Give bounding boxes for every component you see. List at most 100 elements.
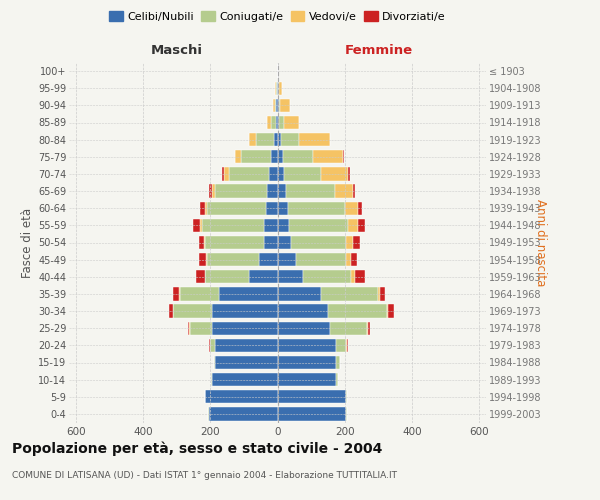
Bar — [343, 150, 344, 164]
Bar — [212, 322, 277, 335]
Bar — [277, 184, 286, 198]
Text: Femmine: Femmine — [344, 44, 412, 58]
Bar — [277, 116, 279, 129]
Bar — [209, 184, 212, 198]
Bar — [283, 150, 313, 164]
Bar — [207, 253, 259, 266]
Bar — [329, 133, 330, 146]
Bar — [276, 116, 277, 129]
Bar — [291, 236, 346, 249]
Bar — [264, 236, 277, 249]
Bar — [277, 322, 329, 335]
Bar — [179, 287, 180, 300]
Bar — [346, 338, 347, 352]
Bar — [277, 338, 337, 352]
Bar — [276, 82, 277, 95]
Bar — [277, 82, 278, 95]
Bar — [277, 287, 321, 300]
Bar — [277, 167, 284, 180]
Bar — [173, 287, 179, 300]
Bar — [329, 322, 367, 335]
Bar — [215, 184, 268, 198]
Bar — [347, 338, 348, 352]
Bar — [348, 167, 350, 180]
Bar — [196, 270, 205, 283]
Bar — [275, 98, 277, 112]
Bar — [249, 270, 277, 283]
Bar — [337, 373, 338, 386]
Bar — [367, 322, 368, 335]
Bar — [205, 270, 249, 283]
Bar — [249, 133, 256, 146]
Bar — [211, 373, 212, 386]
Bar — [271, 116, 276, 129]
Bar — [279, 82, 282, 95]
Bar — [348, 218, 358, 232]
Bar — [224, 167, 229, 180]
Bar — [346, 253, 352, 266]
Bar — [368, 322, 370, 335]
Bar — [229, 167, 269, 180]
Bar — [296, 253, 346, 266]
Bar — [277, 150, 283, 164]
Bar — [169, 304, 173, 318]
Bar — [277, 64, 278, 78]
Bar — [222, 167, 224, 180]
Bar — [193, 218, 200, 232]
Bar — [212, 304, 277, 318]
Bar — [268, 116, 271, 129]
Bar — [190, 322, 212, 335]
Bar — [271, 150, 277, 164]
Bar — [235, 150, 241, 164]
Bar — [241, 150, 271, 164]
Bar — [277, 236, 291, 249]
Bar — [212, 373, 277, 386]
Bar — [275, 82, 276, 95]
Bar — [337, 338, 346, 352]
Bar — [209, 338, 210, 352]
Bar — [200, 218, 202, 232]
Bar — [277, 304, 328, 318]
Bar — [180, 287, 218, 300]
Bar — [337, 356, 340, 369]
Bar — [259, 253, 277, 266]
Bar — [387, 304, 388, 318]
Bar — [353, 184, 355, 198]
Bar — [273, 98, 275, 112]
Bar — [209, 407, 277, 420]
Bar — [278, 98, 280, 112]
Bar — [352, 270, 355, 283]
Bar — [345, 202, 358, 215]
Bar — [328, 304, 387, 318]
Bar — [278, 82, 279, 95]
Bar — [299, 133, 329, 146]
Bar — [199, 253, 206, 266]
Text: COMUNE DI LATISANA (UD) - Dati ISTAT 1° gennaio 2004 - Elaborazione TUTTITALIA.I: COMUNE DI LATISANA (UD) - Dati ISTAT 1° … — [12, 470, 397, 480]
Bar — [214, 356, 215, 369]
Bar — [202, 218, 264, 232]
Bar — [277, 98, 278, 112]
Bar — [277, 356, 337, 369]
Bar — [277, 373, 337, 386]
Bar — [287, 202, 345, 215]
Bar — [379, 287, 380, 300]
Bar — [277, 218, 289, 232]
Bar — [358, 218, 365, 232]
Bar — [355, 270, 365, 283]
Bar — [256, 133, 274, 146]
Bar — [303, 270, 352, 283]
Bar — [280, 98, 290, 112]
Bar — [335, 184, 353, 198]
Bar — [352, 253, 356, 266]
Y-axis label: Anni di nascita: Anni di nascita — [534, 199, 547, 286]
Bar — [204, 236, 205, 249]
Bar — [281, 133, 299, 146]
Bar — [277, 390, 346, 404]
Bar — [313, 150, 343, 164]
Bar — [346, 236, 353, 249]
Bar — [215, 356, 277, 369]
Bar — [200, 202, 205, 215]
Bar — [173, 304, 212, 318]
Bar — [215, 338, 277, 352]
Bar — [346, 407, 347, 420]
